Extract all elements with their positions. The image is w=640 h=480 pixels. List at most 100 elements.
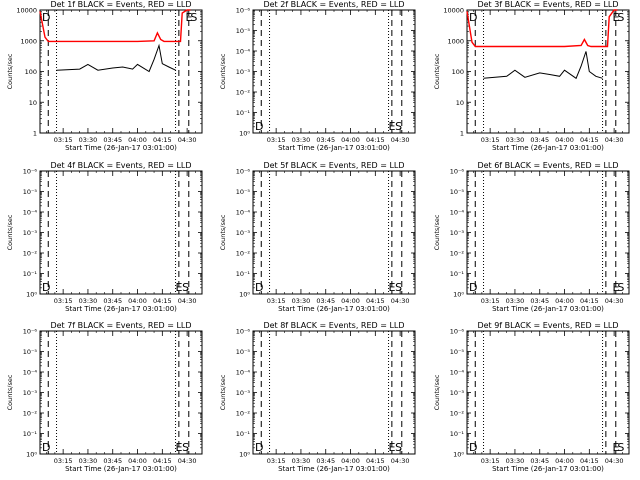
series-events-line (56, 43, 176, 73)
x-tick-label: 04:00 (555, 136, 574, 144)
x-tick-label: 04:30 (178, 136, 197, 144)
series-lld-line (466, 9, 618, 48)
x-tick-label: 04:15 (366, 297, 385, 305)
panel-title: Det 1f BLACK = Events, RED = LLD (50, 0, 191, 9)
x-tick-label: 04:30 (391, 136, 410, 144)
y-tick-label: 10 (456, 99, 464, 107)
marker-d: D (42, 11, 50, 24)
y-tick-label: 10⁻³ (450, 229, 465, 237)
x-tick-label: 03:45 (530, 457, 549, 465)
x-tick-label: 03:45 (530, 136, 549, 144)
y-tick-label: 10⁻⁴ (450, 369, 465, 377)
marker-d: D (42, 281, 50, 294)
y-tick-label: 10⁻² (236, 89, 251, 97)
x-tick-label: 04:30 (605, 297, 624, 305)
x-tick-label: 04:00 (341, 457, 360, 465)
panel-title: Det 5f BLACK = Events, RED = LLD (263, 161, 404, 170)
marker-s: S (190, 11, 197, 24)
x-tick-label: 03:45 (316, 136, 335, 144)
x-tick-label: 04:15 (153, 297, 172, 305)
marker-s: S (395, 441, 402, 454)
marker-e: E (389, 281, 396, 294)
y-axis-label: Counts/sec (219, 214, 227, 250)
marker-s: S (395, 120, 402, 133)
panel-det-9: Det 9f BLACK = Events, RED = LLD 10⁰ 10⁻¹ 1… (433, 321, 630, 473)
panel-det-4: Det 4f BLACK = Events, RED = LLD 10⁰ 10⁻¹ 1… (6, 161, 203, 313)
y-axis-label: Counts/sec (6, 53, 14, 89)
y-tick-label: 10⁻⁵ (236, 188, 251, 196)
panel-title: Det 8f BLACK = Events, RED = LLD (263, 321, 404, 330)
plot-frame (466, 170, 630, 295)
panel-title: Det 3f BLACK = Events, RED = LLD (477, 0, 618, 9)
x-tick-label: 04:00 (555, 297, 574, 305)
x-tick-label: 03:15 (54, 136, 73, 144)
y-tick-label: 10⁻⁵ (450, 188, 465, 196)
x-tick-label: 03:15 (481, 457, 500, 465)
marker-s: S (617, 441, 624, 454)
y-tick-label: 10⁻⁴ (23, 369, 38, 377)
x-axis-label: Start Time (26-Jan-17 03:01:00) (492, 144, 604, 152)
marker-d: D (469, 441, 477, 454)
x-tick-label: 03:30 (506, 136, 525, 144)
x-tick-label: 03:45 (316, 297, 335, 305)
y-tick-label: 10⁻⁵ (450, 348, 465, 356)
x-axis-label: Start Time (26-Jan-17 03:01:00) (492, 305, 604, 313)
y-tick-label: 10⁻³ (236, 229, 251, 237)
x-tick-label: 04:00 (128, 136, 147, 144)
marker-s: S (395, 281, 402, 294)
y-tick-label: 10⁻⁶ (236, 328, 251, 336)
x-tick-label: 03:30 (506, 297, 525, 305)
y-tick-label: 10⁰ (239, 130, 250, 138)
y-tick-label: 1 (33, 130, 37, 138)
y-axis-label: Counts/sec (433, 374, 441, 410)
panel-title: Det 7f BLACK = Events, RED = LLD (50, 321, 191, 330)
marker-e: E (389, 120, 396, 133)
x-tick-label: 03:30 (292, 136, 311, 144)
y-tick-label: 10⁻³ (23, 389, 38, 397)
y-tick-label: 10⁻² (23, 250, 38, 258)
x-tick-label: 04:30 (605, 136, 624, 144)
marker-d: D (255, 120, 263, 133)
y-axis-label: Counts/sec (219, 53, 227, 89)
x-axis-label: Start Time (26-Jan-17 03:01:00) (65, 465, 177, 473)
plot-frame (466, 330, 630, 455)
x-tick-label: 04:15 (580, 457, 599, 465)
x-tick-label: 03:45 (316, 457, 335, 465)
x-tick-label: 03:15 (267, 457, 286, 465)
y-tick-label: 10⁻¹ (236, 109, 251, 117)
y-tick-label: 10⁰ (453, 291, 464, 299)
y-tick-label: 1 (460, 130, 464, 138)
marker-d: D (42, 441, 50, 454)
x-tick-label: 03:45 (103, 297, 122, 305)
y-tick-label: 10⁻⁶ (23, 168, 38, 176)
y-tick-label: 10⁻⁶ (450, 328, 465, 336)
x-tick-label: 04:30 (178, 297, 197, 305)
x-axis-label: Start Time (26-Jan-17 03:01:00) (278, 465, 390, 473)
y-tick-label: 10⁻¹ (236, 270, 251, 278)
x-tick-label: 04:00 (128, 297, 147, 305)
x-tick-label: 04:00 (128, 457, 147, 465)
x-tick-label: 03:15 (481, 136, 500, 144)
x-tick-label: 04:15 (366, 457, 385, 465)
x-tick-label: 03:30 (79, 457, 98, 465)
marker-d: D (469, 281, 477, 294)
marker-s: S (182, 281, 189, 294)
x-tick-label: 04:30 (605, 457, 624, 465)
marker-s: S (617, 281, 624, 294)
x-tick-label: 04:15 (580, 297, 599, 305)
y-tick-label: 10⁻³ (236, 389, 251, 397)
panel-title: Det 4f BLACK = Events, RED = LLD (50, 161, 191, 170)
x-tick-label: 03:30 (79, 136, 98, 144)
y-axis-label: Counts/sec (433, 53, 441, 89)
marker-e: E (176, 281, 183, 294)
y-tick-label: 10⁻⁵ (23, 348, 38, 356)
x-axis-label: Start Time (26-Jan-17 03:01:00) (65, 144, 177, 152)
panel-title: Det 2f BLACK = Events, RED = LLD (263, 0, 404, 9)
panel-det-8: Det 8f BLACK = Events, RED = LLD 10⁰ 10⁻¹ 1… (219, 321, 416, 473)
y-tick-label: 10⁻³ (450, 389, 465, 397)
panel-det-1: Det 1f BLACK = Events, RED = LLD 1 10 100 10… (6, 0, 203, 152)
x-tick-label: 04:30 (391, 457, 410, 465)
x-tick-label: 04:15 (153, 136, 172, 144)
panel-title: Det 6f BLACK = Events, RED = LLD (477, 161, 618, 170)
